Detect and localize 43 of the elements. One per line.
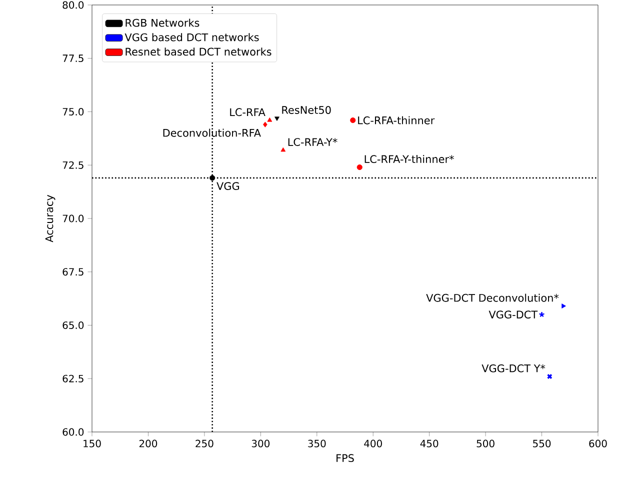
x-tick-label: 200 [139,440,158,448]
y-tick-label: 60.0 [62,428,84,436]
y-tick-label: 62.5 [62,374,84,382]
point [210,175,216,181]
point [274,116,280,121]
annotation: LC-RFA-Y-thinner* [364,154,454,164]
annotation: Deconvolution-RFA [163,128,261,137]
point [350,117,356,124]
x-axis-title: FPS [336,454,354,462]
point [562,304,566,308]
x-tick-label: 250 [196,440,214,448]
annotation: ResNet50 [282,106,331,114]
x-tick-label: 300 [252,440,270,448]
y-tick-label: 77.5 [62,54,84,62]
annotation: LC-RFA-Y* [288,138,338,146]
point [356,164,362,170]
y-tick-label: 67.5 [62,268,84,276]
x-tick-label: 400 [364,440,382,448]
x-tick-label: 500 [476,440,494,448]
x-tick-label: 450 [420,440,438,448]
annotation: VGG [216,182,240,190]
x-tick-label: 600 [589,440,607,448]
legend-label: VGG based DCT networks [124,33,259,42]
legend-label: RGB Networks [126,18,200,27]
x-tick-label: 350 [308,440,326,448]
point [263,122,268,128]
annotation: VGG-DCT Deconvolution* [426,294,559,302]
y-tick-label: 75.0 [62,108,84,116]
annotation: VGG-DCT [488,310,538,319]
point [546,374,552,380]
y-tick-label: 70.0 [62,214,84,222]
annotation: VGG-DCT Y* [482,364,546,372]
annotation: LC-RFA-thinner [358,116,435,124]
y-tick-label: 80.0 [62,1,84,9]
x-tick-label: 550 [533,440,551,448]
annotation: LC-RFA [230,108,266,116]
y-tick-label: 65.0 [62,321,84,329]
point [280,147,286,152]
legend-label: Resnet based DCT networks [126,48,272,56]
y-axis-title: Accuracy [45,194,56,242]
point [267,117,272,122]
x-tick-label: 150 [84,440,101,448]
y-tick-label: 72.5 [62,161,84,169]
